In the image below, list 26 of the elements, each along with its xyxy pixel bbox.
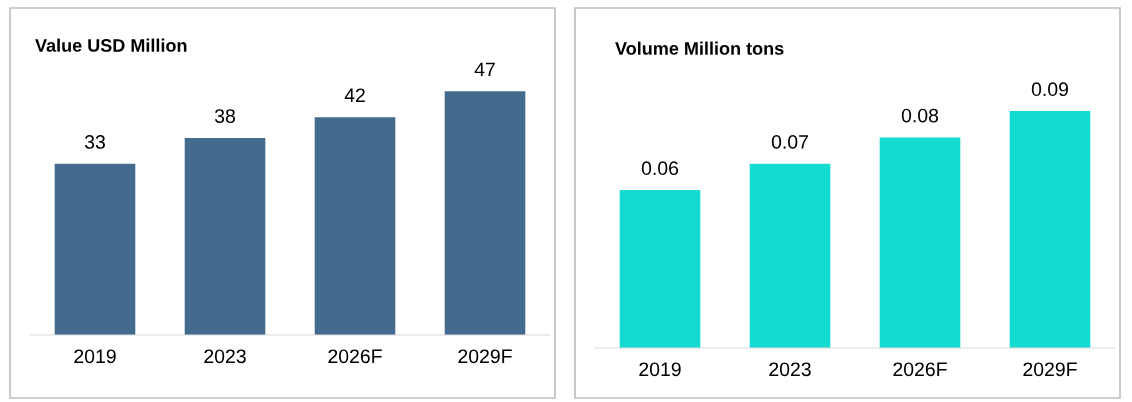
x-tick-label: 2019 <box>74 349 116 364</box>
data-label: 47 <box>474 62 495 77</box>
bar <box>749 163 831 348</box>
chart-title: Value USD Million <box>35 38 187 52</box>
bar <box>619 190 701 348</box>
x-tick-label: 2019 <box>639 362 681 377</box>
x-tick-label: 2029F <box>1023 362 1077 377</box>
bar <box>1009 111 1091 348</box>
chart-title: Volume Million tons <box>615 41 784 55</box>
bar <box>444 91 526 335</box>
x-tick-label: 2023 <box>204 349 246 364</box>
data-label: 0.08 <box>901 108 939 123</box>
x-tick-label: 2023 <box>769 362 811 377</box>
data-label: 33 <box>84 135 105 149</box>
x-tick-label: 2029F <box>458 349 512 364</box>
bar <box>184 137 266 335</box>
bar <box>879 137 961 348</box>
data-label: 0.07 <box>771 135 808 149</box>
bar <box>54 163 136 335</box>
data-label: 42 <box>344 88 365 102</box>
x-tick-label: 2026F <box>893 362 947 377</box>
data-label: 0.06 <box>641 161 679 176</box>
bar <box>314 117 396 335</box>
data-label: 38 <box>214 109 235 123</box>
data-label: 0.09 <box>1031 82 1068 97</box>
x-tick-label: 2026F <box>328 349 382 364</box>
